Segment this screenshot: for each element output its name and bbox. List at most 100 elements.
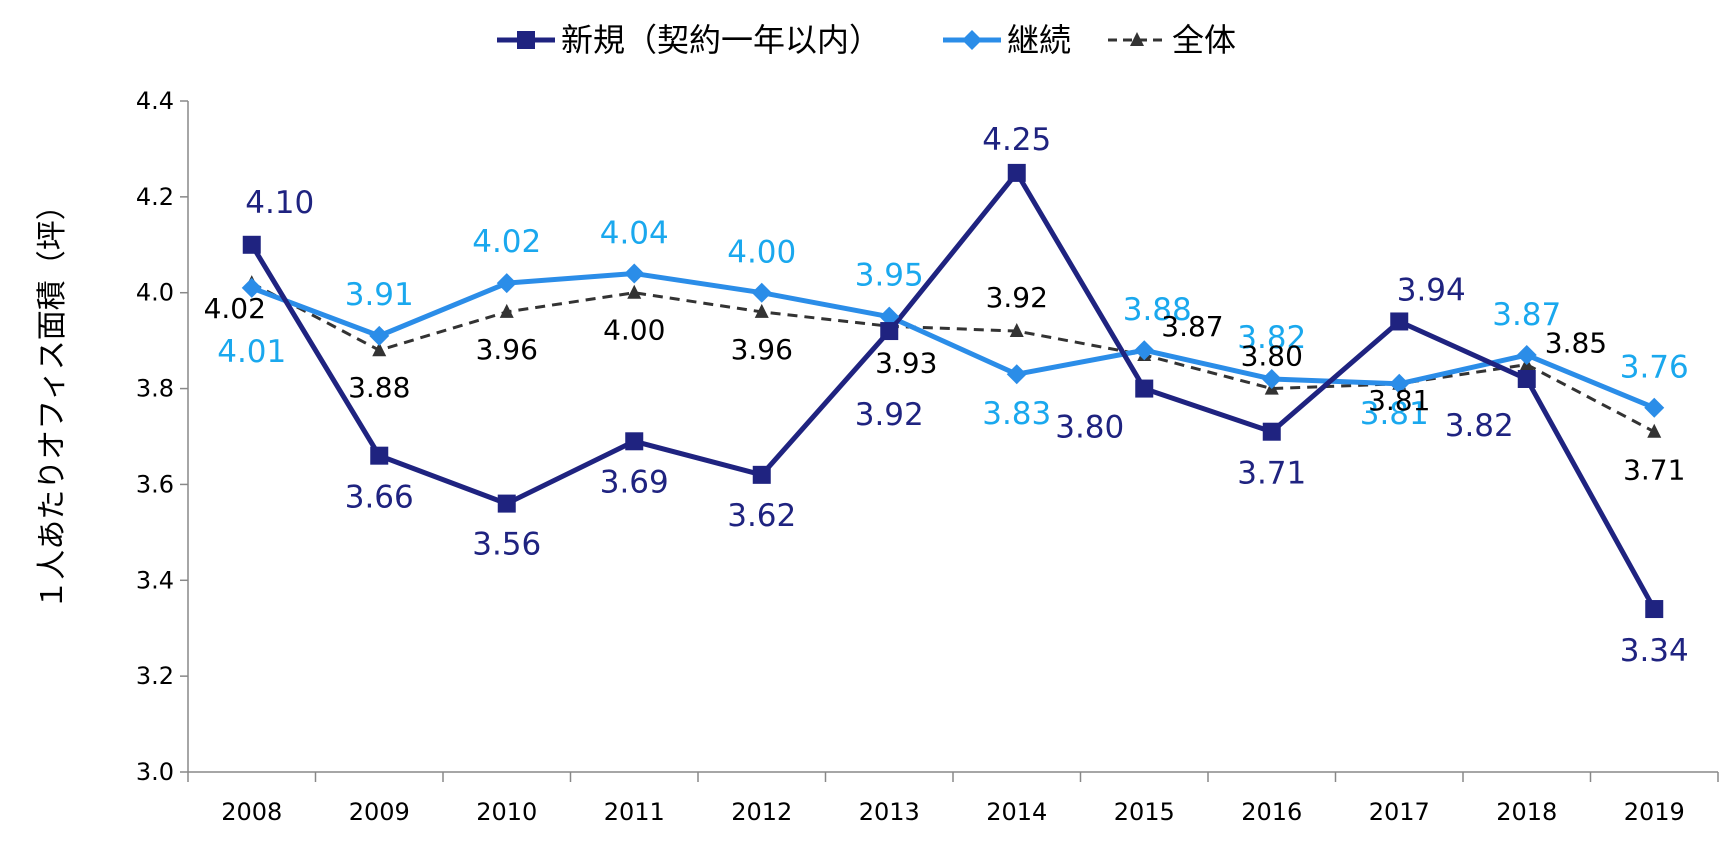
series-0-point: [1390, 312, 1409, 331]
series-0-point: [242, 235, 261, 254]
data-label-series-1: 3.82: [1237, 320, 1306, 356]
series-1-point: [879, 306, 900, 327]
y-tick-label: 4.2: [136, 183, 174, 211]
series-1-point: [751, 282, 772, 303]
x-tick-label: 2014: [986, 798, 1047, 826]
x-tick-label: 2018: [1496, 798, 1557, 826]
series-2-point: [1009, 323, 1024, 338]
x-tick-label: 2017: [1369, 798, 1430, 826]
data-label-series-1: 3.76: [1620, 350, 1689, 386]
series-1-point: [241, 277, 262, 298]
data-label-series-2: 3.88: [348, 371, 410, 404]
series-line-0: [249, 170, 1657, 611]
data-label-series-2: 3.81: [1368, 384, 1430, 417]
series-1-point: [624, 263, 645, 284]
series-1-point: [496, 273, 517, 294]
y-tick-label: 3.2: [136, 662, 174, 690]
data-label-series-1: 3.83: [982, 396, 1051, 432]
series-1-point: [1134, 340, 1155, 361]
legend-label-2: 全体: [1172, 21, 1236, 59]
x-tick-label: 2009: [349, 798, 410, 826]
data-label-series-1: 3.95: [855, 258, 924, 294]
series-0-point: [497, 494, 516, 513]
data-label-series-0: 3.82: [1445, 408, 1514, 444]
x-tick-label: 2012: [731, 798, 792, 826]
data-label-series-0: 3.34: [1620, 633, 1689, 669]
series-1-point: [1389, 373, 1410, 394]
legend-label-1: 継続: [1007, 21, 1071, 59]
data-label-series-2: 3.92: [986, 281, 1048, 314]
data-label-series-1: 4.04: [600, 216, 669, 252]
legend-marker-2: [1130, 32, 1144, 46]
series-2-point: [754, 303, 769, 318]
series-2-point: [1647, 423, 1662, 438]
series-0-point: [1135, 379, 1154, 398]
data-label-series-2: 3.96: [476, 333, 538, 366]
data-label-series-0: 4.25: [982, 122, 1051, 158]
series-0-point: [752, 465, 771, 484]
series-1-point: [369, 325, 390, 346]
y-tick-label: 3.6: [136, 470, 174, 498]
data-label-series-0: 3.71: [1237, 456, 1306, 492]
series-1-point: [1516, 345, 1537, 366]
data-label-series-0: 4.10: [245, 185, 314, 221]
data-label-series-2: 4.02: [204, 292, 266, 325]
series-1-point: [1644, 397, 1665, 418]
data-label-series-1: 3.88: [1123, 292, 1192, 328]
legend-marker-0: [517, 31, 535, 49]
data-label-series-2: 3.93: [875, 346, 937, 379]
data-label-series-2: 3.80: [1241, 340, 1303, 373]
data-label-series-0: 3.94: [1397, 272, 1466, 308]
data-label-series-1: 3.91: [345, 277, 414, 313]
x-tick-label: 2008: [221, 798, 282, 826]
y-axis-title: １人あたりオフィス面積（坪）: [35, 190, 70, 609]
data-label-series-1: 3.87: [1492, 297, 1561, 333]
data-label-series-0: 3.80: [1055, 410, 1124, 446]
series-0-point: [1517, 369, 1536, 388]
x-tick-label: 2013: [859, 798, 920, 826]
series-0-point: [370, 446, 389, 465]
data-label-series-1: 3.81: [1360, 396, 1429, 432]
legend-label-0: 新規（契約一年以内）: [561, 21, 881, 59]
data-label-series-2: 3.85: [1545, 327, 1607, 360]
series-line-2: [251, 281, 1655, 434]
x-tick-label: 2010: [476, 798, 537, 826]
data-label-series-0: 3.66: [345, 480, 414, 516]
data-label-series-0: 3.92: [855, 397, 924, 433]
data-label-series-0: 3.56: [472, 527, 541, 563]
series-2-point: [627, 284, 642, 299]
axes: 3.0 3.2 3.4 3.6 3.8 4.0 4.2 4.4 2008 2009 2010 2011…: [136, 87, 1719, 826]
x-tick-label: 2011: [604, 798, 665, 826]
data-label-series-2: 3.96: [731, 333, 793, 366]
y-tick-label: 4.0: [136, 279, 174, 307]
series-0-point: [880, 322, 899, 341]
y-tick-label: 3.0: [136, 758, 174, 786]
series-0-point: [625, 432, 644, 451]
series-1-point: [1006, 364, 1027, 385]
x-tick-label: 2015: [1114, 798, 1175, 826]
data-label-series-2: 3.87: [1161, 310, 1223, 343]
y-tick-label: 3.4: [136, 566, 174, 594]
series-1-point: [1261, 368, 1282, 389]
data-label-series-0: 3.69: [600, 464, 669, 500]
series-2-point: [499, 303, 514, 318]
data-label-series-1: 4.01: [217, 334, 286, 370]
data-label-series-1: 4.00: [727, 235, 796, 271]
series-0-point: [1007, 163, 1026, 182]
data-label-series-1: 4.02: [472, 224, 541, 260]
series-lines: [249, 170, 1657, 611]
series-0-point: [1262, 422, 1281, 441]
x-tick-label: 2016: [1241, 798, 1302, 826]
series-2-point: [372, 342, 387, 357]
y-tick-label: 3.8: [136, 375, 174, 403]
legend: 新規（契約一年以内） 継続 全体: [497, 21, 1236, 59]
series-0-point: [1645, 600, 1664, 619]
y-tick-label: 4.4: [136, 87, 174, 115]
data-label-series-2: 4.00: [603, 314, 665, 347]
legend-marker-1: [962, 30, 982, 50]
data-labels: 4.10 3.66 3.56 3.69 3.62 3.92 4.25 3.80 3.71 3.94…: [204, 122, 1689, 669]
series-line-1: [250, 271, 1656, 411]
series-markers: [241, 163, 1665, 619]
